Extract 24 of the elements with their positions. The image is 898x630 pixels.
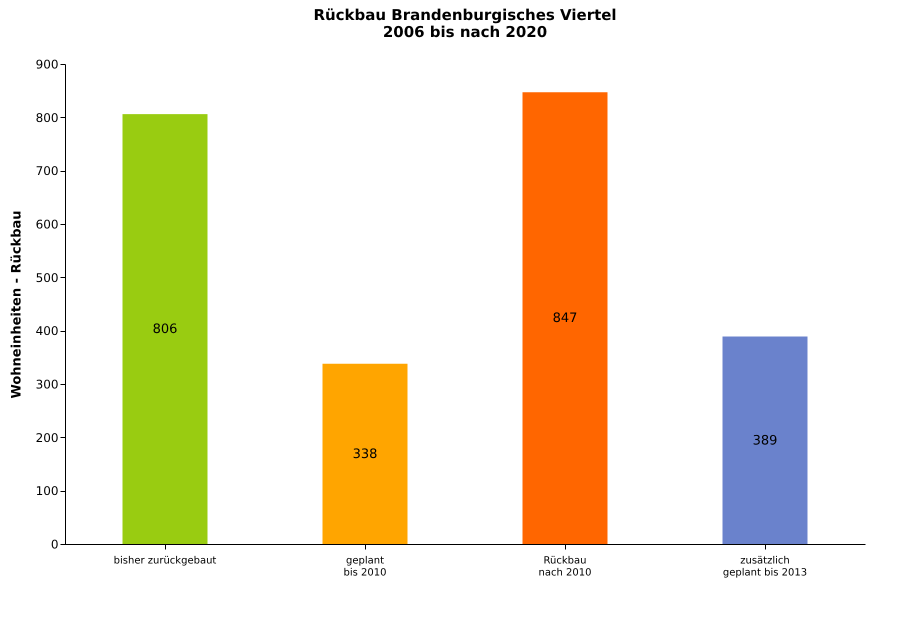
data-label: 847 xyxy=(552,311,578,326)
x-tick-label: Rückbau nach 2010 xyxy=(538,556,592,578)
y-tick-label: 700 xyxy=(36,164,58,178)
chart-title: Rückbau Brandenburgisches Viertel 2006 bis nach 2020 xyxy=(313,6,617,41)
y-tick-label: 0 xyxy=(50,538,58,552)
x-tick-label: bisher zurückgebaut xyxy=(114,556,216,566)
x-tick-label: geplant bis 2010 xyxy=(344,556,386,578)
y-tick-label: 600 xyxy=(36,218,58,232)
bar xyxy=(122,114,208,544)
y-tick-label: 800 xyxy=(36,110,58,125)
y-tick-label: 400 xyxy=(36,324,58,338)
x-tick-label: zusätzlich geplant bis 2013 xyxy=(722,556,808,578)
y-tick-label: 500 xyxy=(36,270,58,285)
data-label: 389 xyxy=(752,433,778,448)
data-label: 806 xyxy=(152,322,178,338)
bar xyxy=(322,364,408,544)
y-axis-title: Wohneinheiten - Rückbau xyxy=(10,210,25,399)
y-tick-label: 100 xyxy=(36,484,58,498)
y-tick-label: 200 xyxy=(36,430,58,445)
y-tick-label: 900 xyxy=(36,58,58,72)
bar xyxy=(722,336,808,544)
data-label: 338 xyxy=(352,446,378,462)
bar xyxy=(522,92,608,544)
y-tick-label: 300 xyxy=(36,378,58,392)
